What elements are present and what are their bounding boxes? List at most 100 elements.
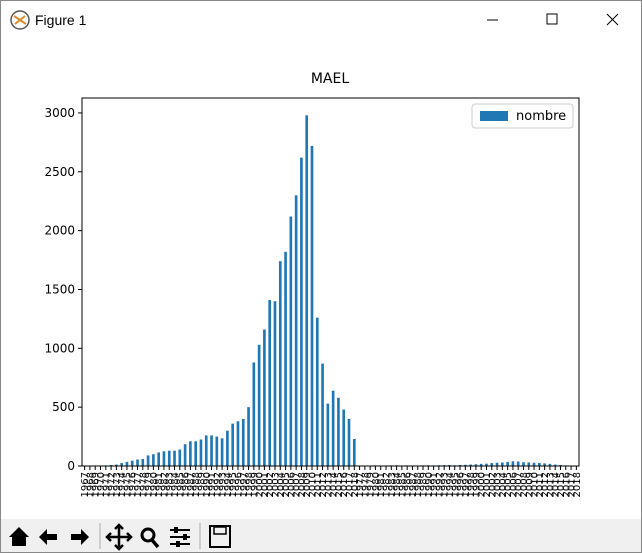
x-tick-label: 2003 [493, 472, 504, 497]
x-tick-label: 1999 [471, 472, 482, 497]
x-tick-label: 1972 [107, 472, 118, 497]
bar [273, 301, 277, 466]
x-tick-label: 2005 [281, 472, 292, 497]
save-button[interactable] [209, 525, 231, 548]
x-tick-label: 2006 [286, 472, 297, 497]
x-tick-label: 1974 [117, 472, 128, 497]
bar [479, 463, 483, 466]
bar [294, 195, 298, 466]
x-tick-label: 1993 [218, 472, 229, 497]
x-tick-label: 2013 [323, 472, 334, 497]
maximize-button[interactable] [546, 13, 558, 25]
x-tick-label: 2004 [498, 472, 509, 497]
x-tick-label: 1980 [149, 472, 160, 497]
x-tick-label: 2009 [524, 472, 535, 497]
bar [289, 216, 293, 466]
x-tick-label: 2014 [551, 472, 562, 497]
bar [284, 251, 287, 466]
legend-box [471, 103, 574, 129]
y-tick-label: 1500 [44, 282, 75, 296]
bar [141, 458, 145, 466]
x-tick-label: 2003 [270, 472, 281, 497]
x-tick-label: 2011 [313, 472, 324, 497]
x-tick-label: 1987 [186, 472, 197, 497]
x-tick-label: 1985 [175, 472, 186, 497]
bar [553, 464, 557, 466]
bar [278, 261, 282, 466]
chart-title: MAEL [311, 71, 350, 87]
x-tick-label: 1976 [128, 472, 139, 497]
bar [352, 438, 356, 466]
x-tick-label: 2000 [255, 472, 266, 497]
x-tick-label: 1971 [101, 472, 112, 497]
x-tick-label: 1989 [419, 472, 430, 497]
x-tick-label: 1996 [456, 472, 467, 497]
bar [464, 464, 467, 466]
x-tick-label: 1977 [355, 472, 366, 497]
x-tick-label: 1997 [239, 472, 250, 497]
x-tick-label: 1973 [112, 472, 123, 497]
bar [511, 461, 515, 466]
bar [157, 452, 160, 466]
x-tick-label: 1975 [122, 472, 133, 497]
bar [199, 439, 203, 466]
back-button[interactable] [39, 529, 57, 545]
close-button[interactable] [606, 13, 619, 26]
bar [548, 463, 552, 466]
x-tick-label: 2011 [535, 472, 546, 497]
bar [167, 450, 171, 466]
x-tick-label: 2010 [530, 472, 541, 497]
bar [162, 451, 166, 466]
x-tick-label: 2018 [350, 472, 361, 497]
bar [252, 362, 256, 466]
y-tick-label: 1000 [44, 341, 75, 355]
x-tick-label: 1991 [429, 472, 440, 497]
zoom-handle [150, 538, 160, 549]
bar [178, 449, 182, 466]
x-tick-label: 2000 [477, 472, 488, 497]
bar [516, 461, 520, 466]
bar [226, 430, 229, 466]
x-tick-label: 2007 [292, 472, 303, 497]
bar [501, 462, 504, 466]
x-tick-label: 1987 [408, 472, 419, 497]
x-tick-label: 2014 [329, 472, 340, 497]
x-tick-label: 2016 [339, 472, 350, 497]
bar [236, 421, 240, 466]
bar [532, 462, 536, 466]
y-tick-label: 2000 [44, 224, 75, 238]
bar [183, 444, 187, 466]
x-tick-label: 1995 [228, 472, 239, 497]
x-tick-label: 1989 [196, 472, 207, 497]
x-tick-label: 1986 [403, 472, 414, 497]
x-tick-label: 1983 [387, 472, 398, 497]
bar [146, 455, 150, 466]
bar [321, 363, 324, 466]
home-button[interactable] [9, 527, 29, 546]
x-tick-label: 2015 [556, 472, 567, 497]
toolbar-icons [9, 523, 231, 551]
save-glyph [213, 526, 227, 535]
x-tick-label: 2017 [567, 472, 578, 497]
x-tick-label: 1998 [466, 472, 477, 497]
bar [522, 462, 525, 466]
x-tick-label: 2012 [540, 472, 551, 497]
x-tick-label: 1983 [165, 472, 176, 497]
bar [263, 329, 266, 466]
bar [527, 462, 531, 466]
configure-knob [183, 534, 187, 540]
bar [538, 463, 541, 466]
x-tick-label: 2016 [561, 472, 572, 497]
bar [215, 436, 219, 466]
x-tick-label: 1994 [223, 472, 234, 497]
x-tick-label: 1978 [360, 472, 371, 497]
zoom-button[interactable] [140, 527, 156, 543]
pan-button[interactable] [105, 523, 133, 551]
x-tick-label: 1999 [249, 472, 260, 497]
x-tick-label: 1984 [170, 472, 181, 497]
y-tick-label: 500 [52, 400, 75, 414]
bar [204, 435, 208, 466]
x-tick-label: 2002 [265, 472, 276, 497]
bar [152, 454, 155, 466]
forward-button[interactable] [71, 529, 89, 545]
